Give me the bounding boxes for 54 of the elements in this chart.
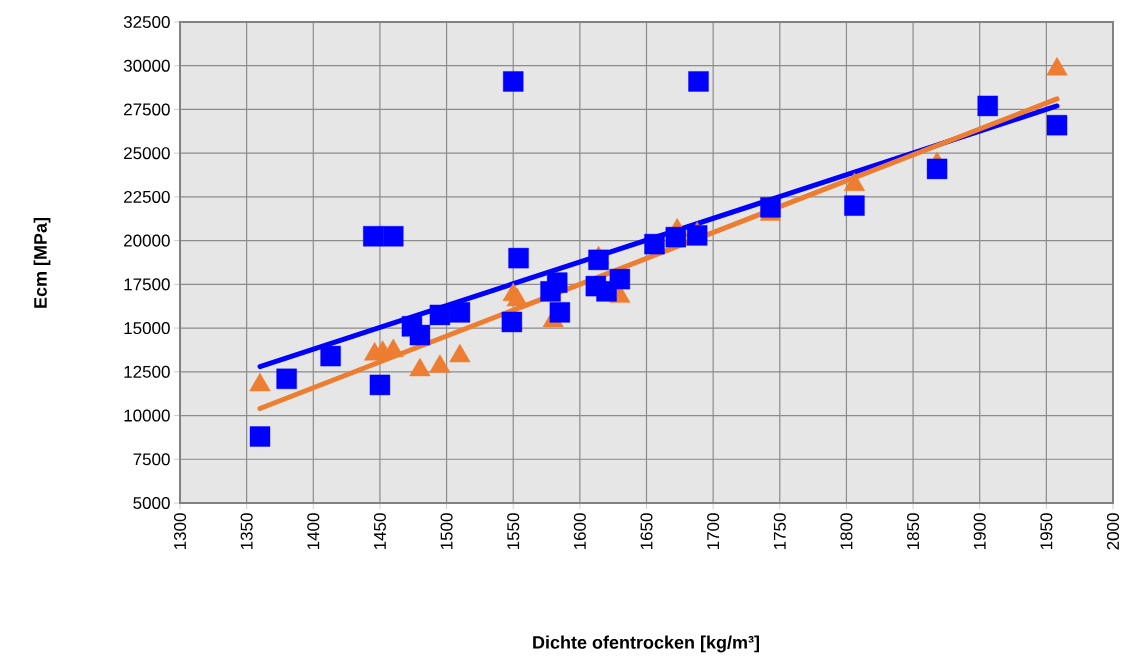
x-tick-label: 1650 [640,513,653,550]
point [760,197,781,218]
y-tick-label: 10000 [124,409,170,422]
y-tick-label: 20000 [124,234,170,247]
x-tick-label: 1800 [840,513,853,550]
x-axis-title: Dichte ofentrocken [kg/m³] [533,635,759,653]
point [503,71,524,92]
point [547,272,568,293]
point [409,324,431,346]
x-tick-label: 1950 [1040,513,1053,550]
point [665,226,687,248]
y-axis-title: Ecm [MPa] [33,218,51,308]
point [429,304,451,326]
point [609,268,631,290]
x-tick-label: 1850 [907,513,920,550]
x-tick-label: 1600 [573,513,586,550]
point [549,302,571,323]
x-tick-label: 1750 [773,513,786,550]
x-tick-label: 1700 [707,513,720,550]
x-tick-label: 2000 [1106,513,1120,550]
x-tick-label: 1400 [307,513,320,550]
point [369,374,391,396]
y-tick-label: 5000 [133,496,170,510]
point [449,302,471,323]
y-tick-label: 17500 [124,278,170,291]
point [276,368,297,389]
y-tick-label: 25000 [124,147,170,160]
y-tick-label: 30000 [123,59,170,72]
x-tick-label: 1450 [373,513,386,550]
y-tick-label: 12500 [124,365,170,378]
x-tick-label: 1300 [173,513,187,550]
x-tick-label: 1350 [240,513,253,550]
point [383,226,404,247]
point [926,158,948,180]
point [588,249,609,271]
point [688,71,709,92]
point [508,247,529,269]
y-tick-label: 32500 [123,15,170,29]
y-tick-label: 15000 [124,322,170,335]
x-tick-label: 1900 [973,513,986,550]
y-tick-label: 7500 [133,453,170,466]
point [320,345,341,367]
point [686,225,708,246]
point [977,95,998,117]
point [1046,114,1068,136]
point [249,426,271,447]
y-tick-label: 22500 [124,190,170,203]
x-tick-label: 1550 [507,513,520,550]
point [644,233,665,255]
point [501,311,523,333]
point [844,195,865,216]
point [363,226,384,247]
x-tick-label: 1500 [440,513,453,550]
y-tick-label: 27500 [124,103,170,116]
